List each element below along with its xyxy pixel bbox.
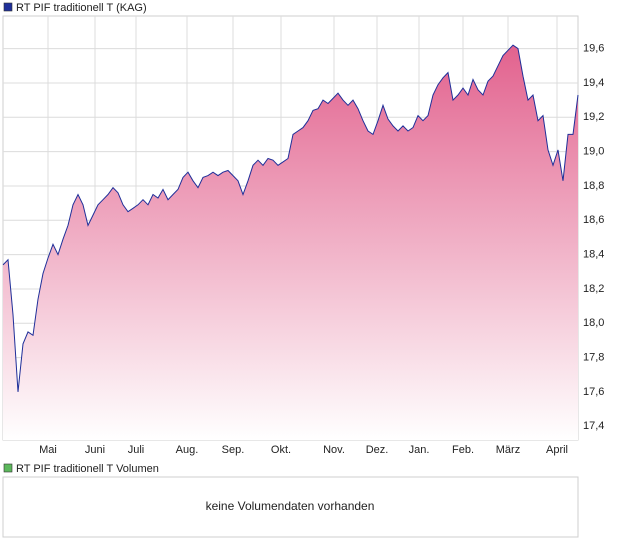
legend-swatch <box>3 2 13 12</box>
x-tick-label: Juni <box>85 444 105 456</box>
x-tick-label: Sep. <box>222 444 245 456</box>
y-tick-label: 18,4 <box>583 249 604 261</box>
y-tick-label: 17,8 <box>583 352 604 364</box>
x-tick-label: Juli <box>128 444 145 456</box>
y-tick-label: 19,6 <box>583 43 604 55</box>
x-tick-label: Feb. <box>452 444 474 456</box>
y-tick-label: 17,4 <box>583 420 604 432</box>
x-tick-label: Aug. <box>176 444 199 456</box>
x-tick-label: Dez. <box>366 444 389 456</box>
line <box>2 44 579 392</box>
y-tick-label: 19,2 <box>583 111 604 123</box>
x-tick-label: Mai <box>39 444 57 456</box>
y-tick-label: 18,2 <box>583 283 604 295</box>
y-tick-label: 18,0 <box>583 317 604 329</box>
legend-label: RT PIF traditionell T Volumen <box>16 463 159 475</box>
area-fill <box>3 45 578 440</box>
y-tick-label: 18,8 <box>583 180 604 192</box>
y-tick-label: 19,0 <box>583 146 604 158</box>
legend-label: RT PIF traditionell T (KAG) <box>16 2 147 14</box>
x-tick-label: Okt. <box>271 444 291 456</box>
legend-swatch <box>3 463 13 473</box>
y-tick-label: 19,4 <box>583 77 604 89</box>
x-tick-label: Nov. <box>323 444 345 456</box>
volume-message: keine Volumendaten vorhanden <box>206 499 375 513</box>
y-tick-label: 17,6 <box>583 386 604 398</box>
y-tick-label: 18,6 <box>583 214 604 226</box>
volume-frame <box>2 476 579 538</box>
x-tick-label: Jan. <box>409 444 430 456</box>
x-tick-label: April <box>546 444 568 456</box>
x-tick-label: März <box>496 444 520 456</box>
